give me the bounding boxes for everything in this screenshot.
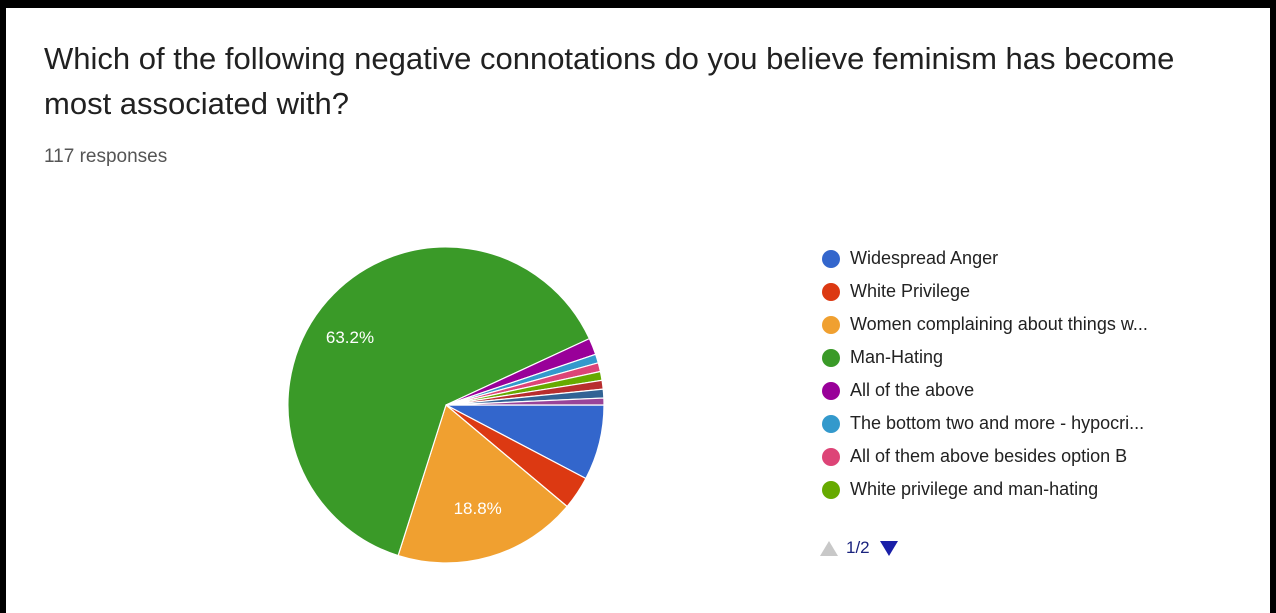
legend-item[interactable]: Women complaining about things w...: [822, 308, 1148, 341]
legend-dot-icon: [822, 282, 840, 301]
chart-title: Which of the following negative connotat…: [44, 41, 1175, 121]
legend-dot-icon: [822, 315, 840, 334]
legend-label: All of them above besides option B: [850, 446, 1128, 466]
chart-legend: Widespread Anger White Privilege Women c…: [822, 242, 1148, 506]
legend-item[interactable]: White Privilege: [822, 275, 1148, 308]
legend-dot-icon: [822, 249, 840, 268]
legend-label: Man-Hating: [850, 347, 944, 367]
pie-slice[interactable]: [287, 246, 591, 557]
legend-item[interactable]: The bottom two and more - hypocri...: [822, 407, 1148, 440]
legend-item[interactable]: All of the above: [822, 374, 1148, 407]
legend-label: Women complaining about things w...: [850, 314, 1148, 334]
legend-label: All of the above: [850, 380, 975, 400]
legend-dot-icon: [822, 480, 840, 499]
pie-slice[interactable]: [445, 397, 605, 406]
legend-item[interactable]: Man-Hating: [822, 341, 1148, 374]
pie-chart: 18.8% 63.2%: [287, 246, 605, 564]
triangle-up-icon[interactable]: [820, 540, 838, 556]
legend-dot-icon: [822, 414, 840, 433]
legend-label: White Privilege: [850, 281, 971, 301]
legend-dot-icon: [822, 447, 840, 466]
legend-item[interactable]: Widespread Anger: [822, 242, 1148, 275]
pager-text: 1/2: [846, 538, 870, 557]
triangle-down-icon[interactable]: [879, 540, 898, 556]
legend-label: Widespread Anger: [850, 248, 999, 268]
pie-slice[interactable]: [397, 403, 568, 564]
response-count: 117 responses: [44, 146, 168, 167]
legend-dot-icon: [822, 381, 840, 400]
pie-slice-label: 63.2%: [326, 328, 374, 347]
legend-item[interactable]: White privilege and man-hating: [822, 473, 1148, 506]
legend-label: White privilege and man-hating: [850, 479, 1099, 499]
pie-slice-label: 18.8%: [454, 499, 502, 518]
legend-label: The bottom two and more - hypocri...: [850, 413, 1145, 433]
legend-item[interactable]: All of them above besides option B: [822, 440, 1148, 473]
legend-dot-icon: [822, 348, 840, 367]
legend-pager: 1/2: [820, 538, 898, 558]
